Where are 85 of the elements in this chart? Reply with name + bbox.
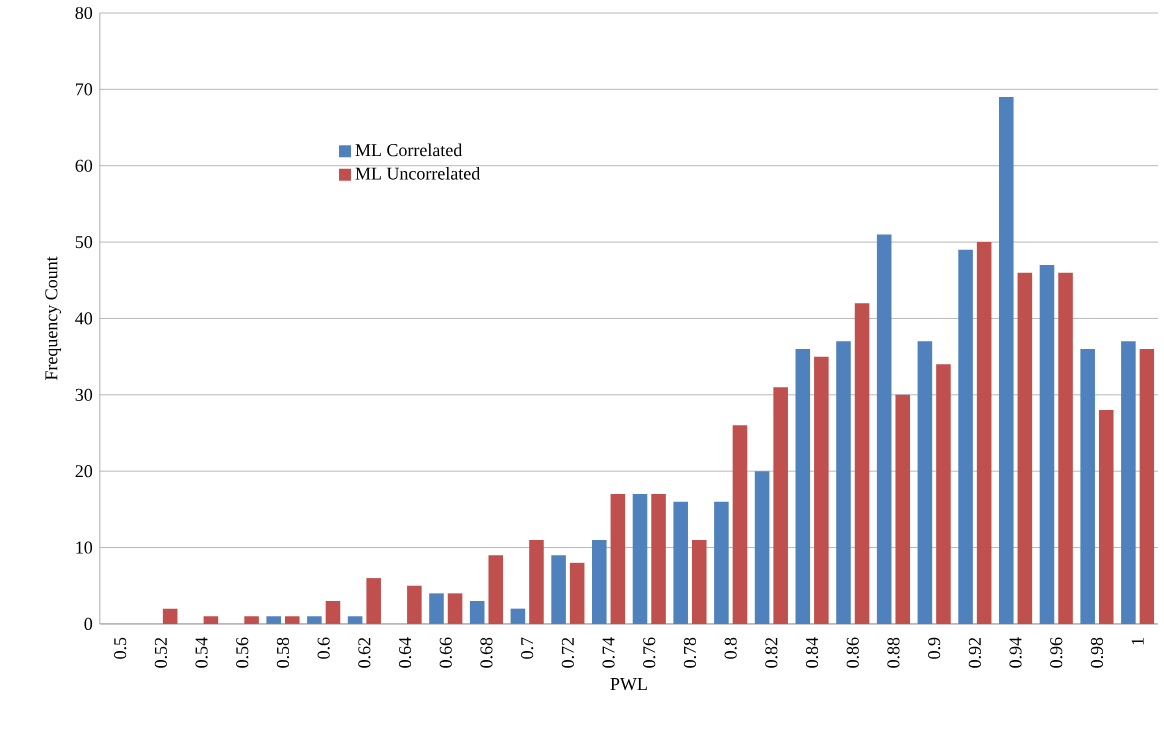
bar (1017, 272, 1033, 625)
bar (754, 471, 770, 625)
x-tick-label: 0.54 (195, 637, 208, 668)
bar (732, 425, 748, 625)
x-tick-label: 0.96 (1050, 637, 1063, 668)
bar (488, 555, 504, 625)
bar (244, 616, 259, 625)
bar (632, 494, 648, 625)
bar (876, 234, 892, 625)
x-tick-label: 0.68 (480, 637, 493, 668)
bar (976, 242, 992, 625)
bar (958, 249, 973, 625)
bar (795, 349, 811, 625)
x-tick-label: 0.88 (887, 637, 900, 668)
y-tick-label: 20 (75, 465, 93, 478)
bar (592, 540, 607, 625)
bar (447, 593, 463, 625)
bar (1039, 265, 1055, 625)
bar (917, 341, 933, 625)
x-tick-label: 1 (1131, 638, 1144, 645)
bar (529, 540, 544, 625)
bar (366, 578, 381, 625)
bar (854, 303, 870, 625)
y-axis-title: Frequency Count (45, 256, 62, 381)
bar (610, 494, 626, 625)
y-tick-label: 60 (75, 159, 93, 172)
bar (1139, 349, 1155, 625)
x-tick-label: 0.72 (561, 638, 574, 668)
bar (266, 616, 281, 625)
y-tick-label: 30 (75, 388, 93, 402)
y-tick-label: 10 (76, 541, 93, 554)
x-tick-label: 0.56 (236, 637, 249, 668)
x-tick-label: 0.64 (398, 637, 412, 668)
x-tick-label: 0.84 (805, 637, 819, 668)
bar (1080, 349, 1095, 625)
bar (814, 356, 829, 625)
bar (569, 562, 585, 625)
bar (347, 616, 363, 625)
y-tick-label: 80 (75, 7, 93, 20)
bar (162, 608, 178, 625)
x-tick-label: 0.8 (724, 637, 737, 659)
x-tick-label: 0.52 (154, 638, 167, 668)
bar (1098, 410, 1114, 625)
y-tick-label: 0 (84, 617, 93, 631)
x-tick-label: 0.5 (114, 637, 127, 659)
y-tick-label: 70 (76, 83, 93, 96)
bar (651, 494, 666, 625)
bar (469, 601, 485, 625)
bar (429, 593, 444, 625)
bar (691, 540, 707, 625)
bar (551, 555, 566, 625)
x-tick-label: 0.74 (602, 637, 615, 668)
x-tick-label: 0.98 (1090, 637, 1104, 668)
x-tick-label: 0.6 (317, 637, 330, 659)
legend-label: ML Uncorrelated (355, 167, 481, 180)
x-tick-label: 0.86 (846, 637, 859, 668)
y-tick-label: 50 (75, 236, 93, 249)
bar (284, 616, 300, 625)
x-tick-label: 0.82 (765, 638, 778, 668)
bar (1121, 341, 1136, 625)
bar (836, 341, 851, 625)
bar (307, 616, 322, 625)
x-tick-label: 0.94 (1009, 637, 1022, 668)
bar (510, 608, 526, 625)
bar (895, 394, 911, 625)
x-tick-label: 0.58 (276, 637, 290, 668)
x-tick-label: 0.7 (521, 637, 534, 659)
legend-label: ML Correlated (355, 143, 463, 157)
x-tick-label: 0.66 (439, 637, 452, 668)
bar (407, 585, 422, 625)
bar (1058, 272, 1073, 625)
x-tick-label: 0.76 (643, 637, 656, 668)
bar (936, 364, 951, 625)
bar (325, 601, 341, 625)
bar (203, 616, 219, 625)
x-tick-label: 0.9 (928, 637, 941, 659)
x-tick-label: 0.62 (358, 638, 371, 668)
bar (998, 97, 1014, 625)
x-tick-label: 0.92 (968, 638, 981, 668)
bar (773, 387, 788, 625)
x-axis-title: PWL (610, 678, 647, 691)
bar (714, 501, 729, 625)
x-tick-label: 0.78 (683, 637, 697, 668)
y-tick-label: 40 (75, 312, 93, 325)
bar (673, 501, 688, 625)
